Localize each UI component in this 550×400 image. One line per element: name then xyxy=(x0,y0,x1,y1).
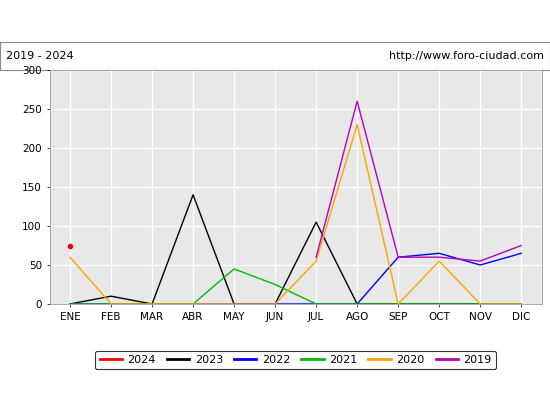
Legend: 2024, 2023, 2022, 2021, 2020, 2019: 2024, 2023, 2022, 2021, 2020, 2019 xyxy=(95,350,496,369)
2019 xyxy=(518,243,525,248)
2019 xyxy=(313,255,320,260)
2023 xyxy=(354,302,360,306)
2023 xyxy=(477,302,483,306)
2020 xyxy=(231,302,238,306)
2022 xyxy=(436,251,443,256)
2021 xyxy=(148,302,155,306)
2020 xyxy=(518,302,525,306)
2019 xyxy=(436,255,443,260)
2023 xyxy=(190,192,196,197)
2022 xyxy=(231,302,238,306)
2023 xyxy=(436,302,443,306)
2020 xyxy=(148,302,155,306)
2022 xyxy=(395,255,402,260)
2021 xyxy=(190,302,196,306)
2019 xyxy=(354,99,360,104)
2022 xyxy=(108,302,114,306)
2023 xyxy=(148,302,155,306)
2020 xyxy=(477,302,483,306)
2021 xyxy=(395,302,402,306)
2023 xyxy=(313,220,320,224)
2023 xyxy=(231,302,238,306)
2022 xyxy=(67,302,73,306)
2021 xyxy=(108,302,114,306)
2021 xyxy=(477,302,483,306)
2020 xyxy=(354,122,360,127)
2022 xyxy=(272,302,278,306)
2022 xyxy=(354,302,360,306)
2021 xyxy=(436,302,443,306)
2020 xyxy=(67,255,73,260)
2019 xyxy=(395,255,402,260)
2020 xyxy=(108,302,114,306)
2023 xyxy=(272,302,278,306)
2020 xyxy=(313,259,320,264)
2023 xyxy=(395,302,402,306)
2023 xyxy=(108,294,114,298)
2021 xyxy=(67,302,73,306)
Line: 2021: 2021 xyxy=(70,269,521,304)
Line: 2023: 2023 xyxy=(70,195,521,304)
Text: Evolucion Nº Turistas Nacionales en el municipio de La Zarza de Pumareda: Evolucion Nº Turistas Nacionales en el m… xyxy=(36,14,514,28)
2020 xyxy=(436,259,443,264)
2022 xyxy=(518,251,525,256)
2019 xyxy=(477,259,483,264)
2023 xyxy=(518,302,525,306)
Text: 2019 - 2024: 2019 - 2024 xyxy=(6,51,73,61)
2021 xyxy=(313,302,320,306)
2021 xyxy=(231,266,238,271)
2023 xyxy=(67,302,73,306)
2021 xyxy=(272,282,278,287)
2022 xyxy=(313,302,320,306)
2020 xyxy=(395,302,402,306)
2022 xyxy=(148,302,155,306)
Text: http://www.foro-ciudad.com: http://www.foro-ciudad.com xyxy=(389,51,544,61)
2022 xyxy=(477,262,483,267)
2021 xyxy=(518,302,525,306)
2020 xyxy=(190,302,196,306)
Line: 2019: 2019 xyxy=(316,101,521,261)
2020 xyxy=(272,302,278,306)
2021 xyxy=(354,302,360,306)
2022 xyxy=(190,302,196,306)
Line: 2020: 2020 xyxy=(70,125,521,304)
Line: 2022: 2022 xyxy=(70,253,521,304)
